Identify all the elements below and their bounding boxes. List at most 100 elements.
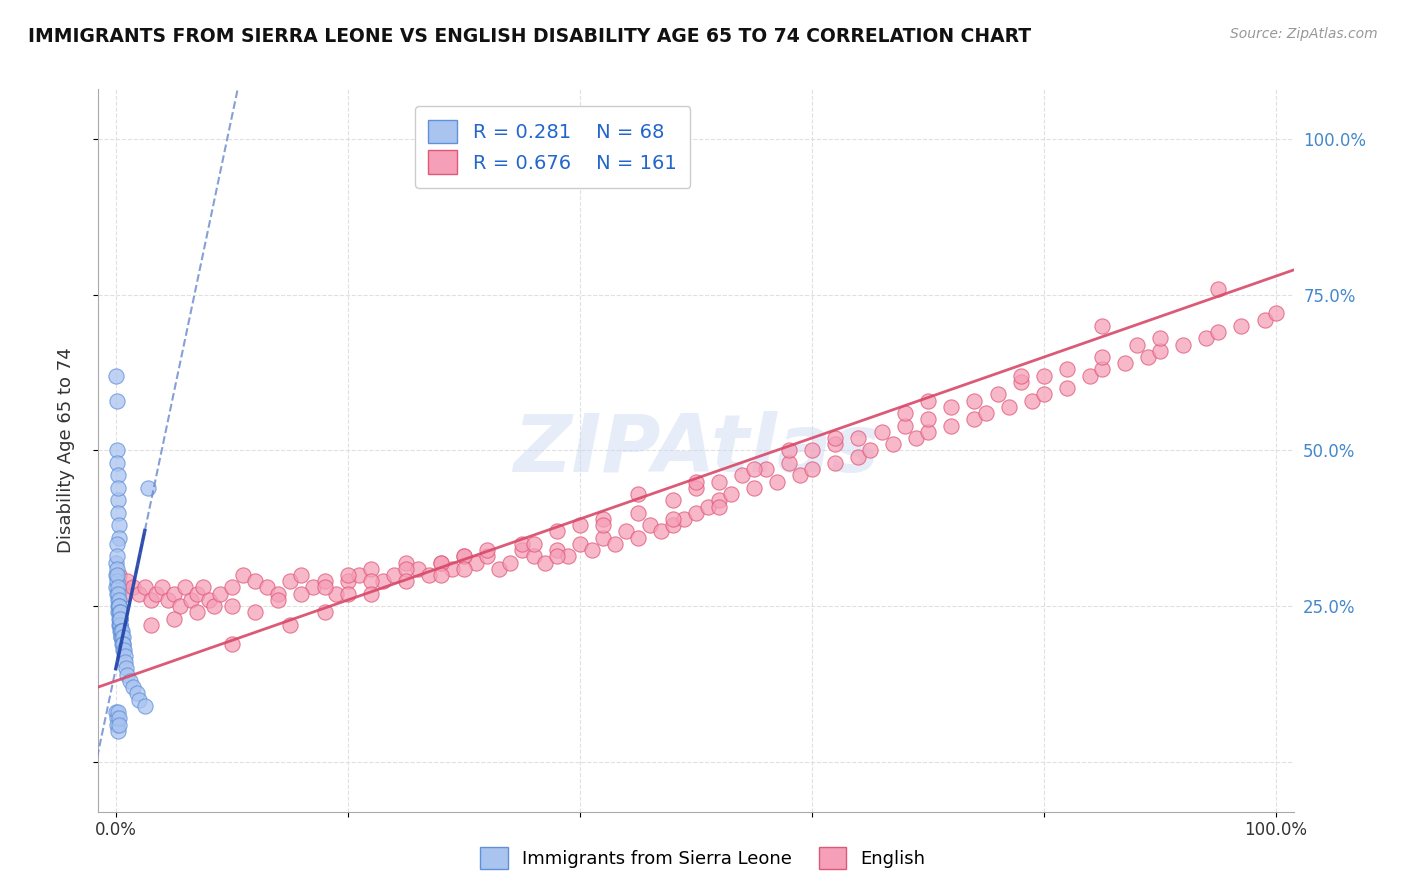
Point [139, 593, 162, 607]
Point [108, 606, 131, 620]
Point [302, 581, 325, 595]
Point [974, 406, 997, 420]
Point [453, 549, 475, 564]
Point [685, 475, 707, 489]
Point [108, 606, 131, 620]
Point [987, 387, 1010, 401]
Point [191, 581, 214, 595]
Point [673, 512, 696, 526]
Point [546, 549, 568, 564]
Point [755, 462, 778, 476]
Point [801, 443, 824, 458]
Point [105, 574, 128, 589]
Point [766, 475, 789, 489]
Point [581, 543, 603, 558]
Point [107, 568, 129, 582]
Point [114, 655, 136, 669]
Point [107, 587, 129, 601]
Point [157, 593, 180, 607]
Point [108, 618, 131, 632]
Point [534, 556, 557, 570]
Point [661, 512, 683, 526]
Point [627, 531, 650, 545]
Point [115, 661, 138, 675]
Point [475, 543, 498, 558]
Point [464, 556, 486, 570]
Point [221, 599, 243, 614]
Point [110, 624, 132, 639]
Point [429, 556, 451, 570]
Point [108, 618, 131, 632]
Point [105, 717, 128, 731]
Point [105, 393, 128, 408]
Point [105, 549, 128, 564]
Point [1206, 281, 1229, 295]
Point [418, 568, 440, 582]
Point [941, 400, 963, 414]
Point [395, 574, 418, 589]
Point [592, 531, 614, 545]
Point [105, 581, 128, 595]
Point [139, 618, 162, 632]
Point [1091, 362, 1114, 376]
Point [696, 500, 718, 514]
Point [186, 587, 208, 601]
Point [145, 587, 167, 601]
Point [894, 406, 917, 420]
Point [128, 692, 150, 706]
Point [197, 593, 219, 607]
Point [107, 481, 129, 495]
Point [824, 437, 846, 451]
Point [1010, 375, 1032, 389]
Point [488, 562, 510, 576]
Point [107, 711, 129, 725]
Point [731, 468, 754, 483]
Text: ZIPAtlas: ZIPAtlas [513, 411, 879, 490]
Point [1126, 337, 1149, 351]
Point [720, 487, 742, 501]
Point [557, 549, 579, 564]
Point [105, 556, 128, 570]
Point [801, 462, 824, 476]
Point [349, 568, 371, 582]
Point [290, 568, 312, 582]
Point [859, 443, 882, 458]
Point [112, 636, 135, 650]
Point [107, 705, 129, 719]
Point [105, 568, 128, 582]
Point [546, 543, 568, 558]
Point [111, 636, 134, 650]
Point [789, 468, 811, 483]
Point [122, 680, 145, 694]
Point [685, 506, 707, 520]
Point [107, 599, 129, 614]
Point [371, 574, 394, 589]
Point [314, 574, 336, 589]
Point [105, 368, 128, 383]
Point [1230, 318, 1253, 333]
Point [105, 711, 128, 725]
Point [1149, 331, 1171, 345]
Point [107, 493, 129, 508]
Point [243, 606, 266, 620]
Point [336, 574, 359, 589]
Point [117, 574, 139, 589]
Point [108, 599, 131, 614]
Point [105, 562, 128, 576]
Point [1149, 343, 1171, 358]
Point [1056, 381, 1078, 395]
Point [453, 549, 475, 564]
Point [111, 642, 134, 657]
Point [882, 437, 904, 451]
Point [522, 549, 544, 564]
Point [243, 574, 266, 589]
Point [941, 418, 963, 433]
Point [114, 587, 136, 601]
Point [638, 518, 661, 533]
Point [134, 581, 156, 595]
Point [870, 425, 893, 439]
Point [627, 506, 650, 520]
Point [568, 518, 591, 533]
Legend: R = 0.281    N = 68, R = 0.676    N = 161: R = 0.281 N = 68, R = 0.676 N = 161 [415, 106, 690, 187]
Y-axis label: Disability Age 65 to 74: Disability Age 65 to 74 [56, 348, 75, 553]
